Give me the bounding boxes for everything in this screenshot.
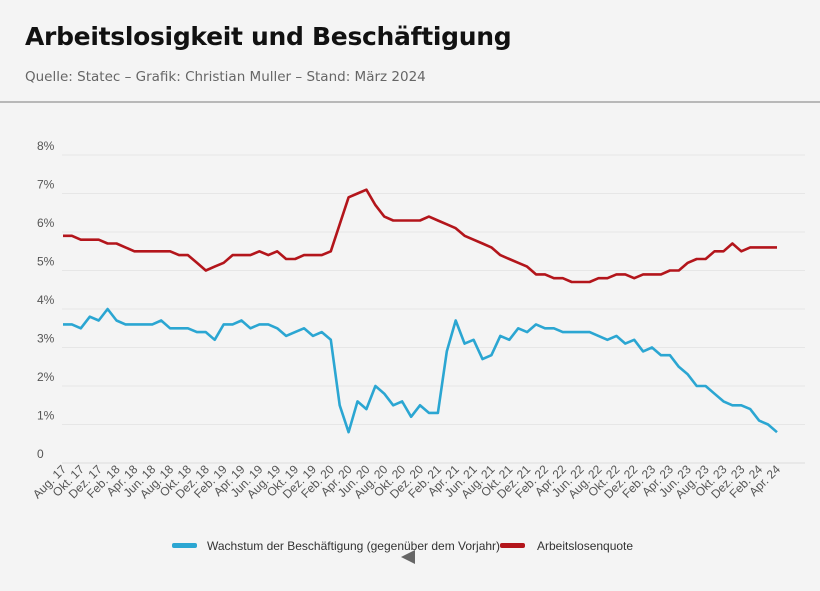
y-tick-label: 7% bbox=[37, 178, 55, 192]
chart-title: Arbeitslosigkeit und Beschäftigung bbox=[25, 22, 512, 51]
legend-label-employment[interactable]: Wachstum der Beschäftigung (gegenüber de… bbox=[207, 539, 500, 553]
y-axis-labels: 0 1% 2% 3% 4% 5% 6% 7% 8% bbox=[37, 139, 55, 461]
legend: Wachstum der Beschäftigung (gegenüber de… bbox=[172, 539, 633, 564]
y-tick-label: 8% bbox=[37, 139, 55, 153]
gridlines bbox=[62, 154, 805, 464]
series-line-employment-growth bbox=[63, 307, 778, 434]
chart-source-line: Quelle: Statec – Grafik: Christian Mulle… bbox=[25, 69, 426, 85]
header-divider bbox=[0, 101, 820, 103]
legend-nav-arrow-left-icon[interactable] bbox=[401, 550, 415, 564]
y-tick-label: 6% bbox=[37, 216, 55, 230]
y-tick-label: 0 bbox=[37, 447, 44, 461]
y-tick-label: 5% bbox=[37, 255, 55, 269]
y-tick-label: 4% bbox=[37, 293, 55, 307]
legend-label-unemployment[interactable]: Arbeitslosenquote bbox=[537, 539, 633, 553]
series-line-unemployment-rate bbox=[63, 188, 777, 284]
y-tick-label: 1% bbox=[37, 409, 55, 423]
series-lines bbox=[63, 188, 778, 434]
legend-swatch-unemployment bbox=[500, 543, 525, 548]
y-tick-label: 2% bbox=[37, 370, 55, 384]
y-tick-label: 3% bbox=[37, 332, 55, 346]
legend-swatch-employment bbox=[172, 543, 197, 548]
